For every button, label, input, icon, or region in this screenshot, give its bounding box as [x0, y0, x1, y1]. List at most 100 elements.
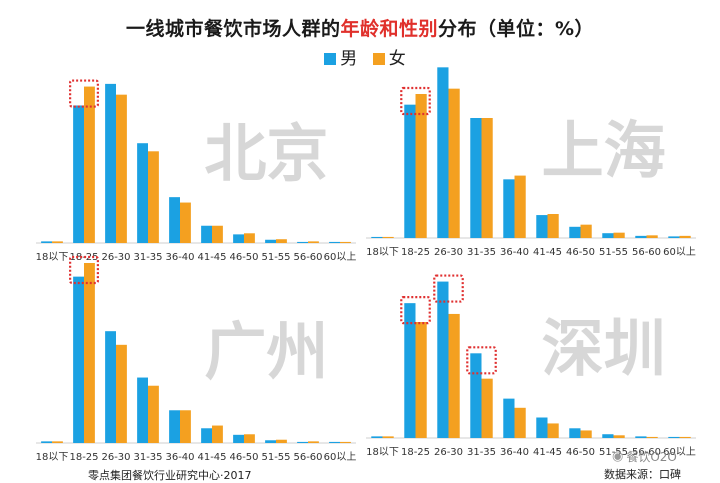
- x-tick-label: 51-55: [599, 247, 628, 258]
- watermark: ◉ 餐饮O2O: [612, 448, 677, 465]
- title-prefix: 一线城市餐饮市场人群的: [125, 18, 341, 40]
- bar-male: [137, 377, 148, 443]
- panel-3: 深圳 18以下 18-25 26-30 31-35 36-40 41-45 46-50 51-5…: [366, 274, 696, 458]
- x-tick-label: 41-45: [533, 447, 562, 458]
- bar-female: [448, 313, 460, 438]
- x-tick-label: 36-40: [500, 447, 529, 458]
- bar-female: [415, 322, 427, 438]
- x-tick-label: 46-50: [566, 447, 595, 458]
- bar-male: [437, 281, 449, 438]
- x-tick-label: 60以上: [324, 451, 357, 463]
- bar-female: [84, 86, 95, 243]
- bar-female: [547, 214, 559, 238]
- bar-female: [448, 88, 460, 239]
- bar-female: [308, 441, 319, 443]
- city-label: 深圳: [542, 312, 666, 385]
- legend-swatch-female: [372, 53, 385, 65]
- highlight-box: [466, 346, 497, 375]
- x-tick-label: 60以上: [324, 251, 357, 263]
- bar-female: [180, 410, 191, 443]
- bar-male: [668, 436, 680, 438]
- bar-male: [602, 434, 614, 438]
- x-tick-label: 51-55: [261, 452, 290, 463]
- bar-female: [514, 407, 526, 438]
- bar-female: [244, 434, 255, 443]
- bar-male: [635, 235, 647, 238]
- watermark-text: 餐饮O2O: [626, 450, 677, 464]
- wechat-icon: ◉: [612, 449, 624, 464]
- highlight-box: [69, 255, 99, 285]
- x-tick-label: 26-30: [434, 247, 463, 258]
- bar-male: [437, 67, 449, 238]
- x-tick-label: 56-60: [632, 247, 661, 258]
- highlight-box: [400, 296, 431, 325]
- bar-female: [580, 430, 592, 438]
- x-tick-label: 26-30: [101, 452, 130, 463]
- bar-male: [105, 331, 116, 443]
- bar-male: [169, 410, 180, 443]
- title-mid: 和: [379, 18, 399, 40]
- x-tick-label: 18以下: [36, 452, 69, 463]
- x-tick-label: 26-30: [434, 447, 463, 458]
- bar-female: [84, 263, 95, 443]
- bar-male: [41, 241, 52, 243]
- bar-female: [646, 436, 658, 438]
- bar-female: [547, 423, 559, 438]
- bar-male: [169, 197, 180, 243]
- x-tick-label: 31-35: [133, 452, 162, 463]
- bar-female: [148, 385, 159, 443]
- bar-female: [52, 241, 63, 243]
- x-tick-label: 31-35: [467, 447, 496, 458]
- x-tick-label: 18-25: [69, 252, 98, 263]
- x-tick-label: 26-30: [101, 252, 130, 263]
- bar-male: [233, 234, 244, 243]
- legend-swatch-male: [324, 53, 337, 65]
- bar-female: [276, 439, 287, 443]
- bar-male: [73, 105, 84, 243]
- bar-male: [602, 233, 614, 238]
- x-tick-label: 18以下: [36, 252, 69, 263]
- bar-female: [679, 235, 691, 238]
- bar-male: [233, 434, 244, 443]
- bar-female: [116, 344, 127, 443]
- bar-male: [265, 239, 276, 243]
- bar-female: [481, 378, 493, 438]
- x-tick-label: 51-55: [261, 252, 290, 263]
- bar-male: [569, 226, 581, 238]
- legend: 男 女: [0, 44, 720, 69]
- bar-female: [580, 224, 592, 238]
- x-tick-label: 60以上: [663, 246, 696, 258]
- bar-female: [382, 236, 394, 238]
- title-highlight-age: 年龄: [340, 18, 380, 40]
- legend-label-male: 男: [340, 49, 358, 69]
- x-tick-label: 41-45: [533, 247, 562, 258]
- bar-female: [415, 94, 427, 238]
- footer-data-source: 数据来源：口碑: [604, 468, 681, 481]
- bar-female: [116, 94, 127, 244]
- bar-male: [503, 398, 515, 438]
- bar-male: [470, 353, 482, 438]
- city-label: 北京: [204, 117, 328, 190]
- bar-male: [371, 236, 383, 238]
- bar-male: [329, 241, 340, 243]
- x-tick-label: 36-40: [165, 252, 194, 263]
- bar-female: [340, 441, 351, 443]
- bar-male: [668, 236, 680, 238]
- bar-male: [201, 225, 212, 243]
- x-tick-label: 18-25: [401, 447, 430, 458]
- x-tick-label: 60以上: [663, 446, 696, 458]
- footer-source-org: 零点集团餐饮行业研究中心·2017: [88, 469, 252, 482]
- x-tick-label: 46-50: [229, 252, 258, 263]
- title-highlight-gender: 性别: [398, 18, 438, 40]
- x-tick-label: 31-35: [467, 247, 496, 258]
- bar-male: [41, 441, 52, 443]
- bar-male: [470, 118, 482, 238]
- bar-male: [536, 215, 548, 238]
- bar-female: [148, 151, 159, 243]
- bar-female: [613, 435, 625, 438]
- bar-female: [340, 241, 351, 243]
- x-tick-label: 46-50: [566, 247, 595, 258]
- panel-1: 上海 18以下 18-25 26-30 31-35 36-40 41-45 46-50 51-5…: [366, 67, 696, 258]
- bar-female: [481, 118, 493, 238]
